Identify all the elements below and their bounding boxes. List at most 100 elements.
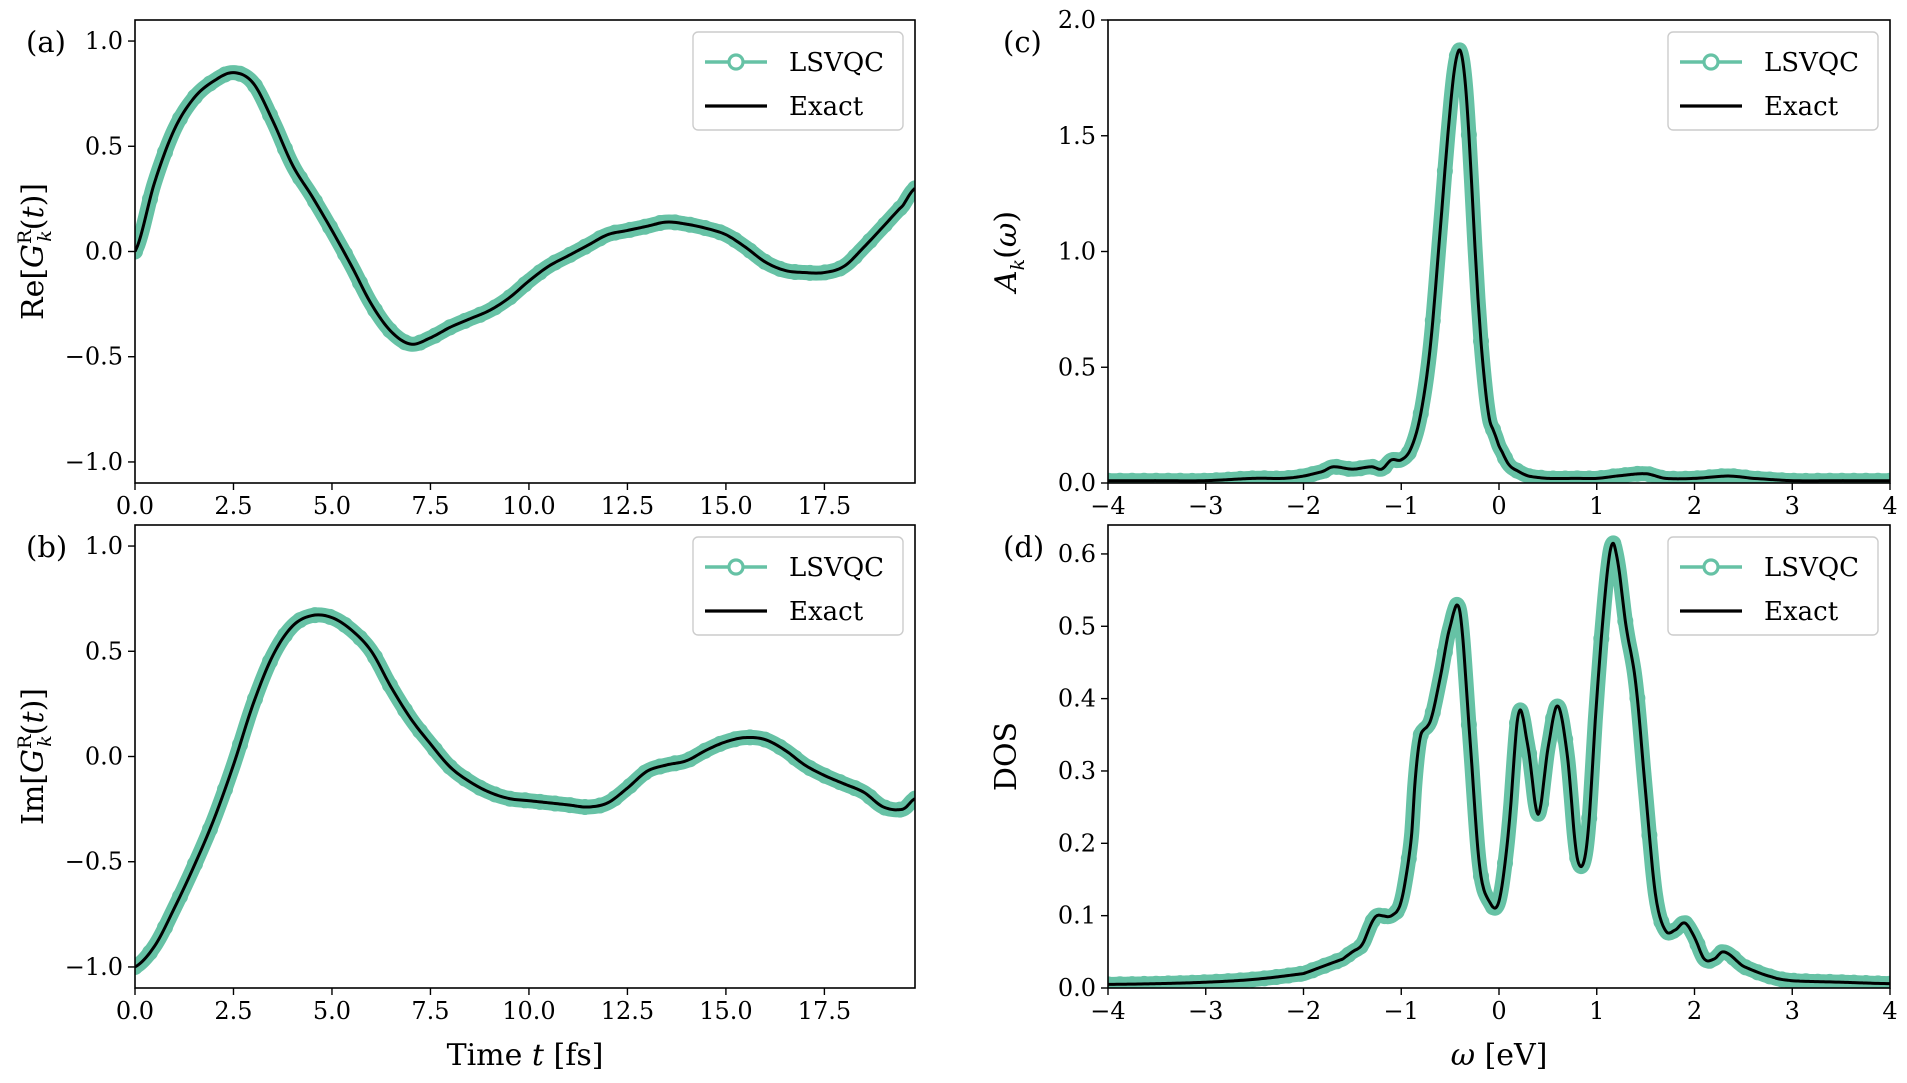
panel-a-ytick-label: 1.0 — [85, 27, 123, 55]
panel-d-ytick-label: 0.2 — [1058, 829, 1096, 857]
panel-b-legend: LSVQC Exact — [692, 536, 904, 636]
panel-b-lsvqc-marker — [142, 944, 158, 961]
panel-b-lsvqc-marker — [832, 774, 848, 791]
panel-a-lsvqc-marker — [202, 75, 218, 92]
panel-b-lsvqc-marker — [457, 770, 473, 787]
panel-b-plot-area — [135, 607, 915, 975]
panel-a-xtick-label: 10.0 — [502, 492, 555, 520]
panel-a-lsvqc-marker — [157, 144, 173, 161]
panel-b-tag: (b) — [26, 530, 67, 564]
panel-b-lsvqc-marker — [682, 751, 698, 768]
panel-b-lsvqc-marker — [862, 788, 878, 805]
panel-a-ylabel: Re[GRk(t)] — [14, 183, 56, 320]
panel-d-tag: (d) — [1003, 530, 1044, 564]
panel-c-ytick-label: 2.0 — [1058, 6, 1096, 34]
panel-b-lsvqc-marker — [202, 821, 218, 838]
panel-a-ytick-label: 0.0 — [85, 238, 123, 266]
panel-b-xtick-label: 12.5 — [601, 997, 654, 1025]
panel-b-series-lsvqc — [135, 607, 915, 975]
panel-b-lsvqc-marker — [802, 760, 818, 777]
panel-d-xtick-label: 3 — [1785, 997, 1800, 1025]
panel-a-ytick-label: −1.0 — [65, 448, 123, 476]
panel-c-lsvqc-marker — [1400, 444, 1417, 461]
panel-b-lsvqc-marker — [232, 736, 248, 753]
panel-a-lsvqc-marker — [892, 200, 908, 217]
panel-b-ylabel: Im[GRk(t)] — [14, 688, 56, 825]
panel-b-lsvqc-marker — [352, 629, 368, 646]
panel-b-lsvqc-marker — [247, 690, 263, 707]
panel-b-lsvqc-marker — [135, 959, 143, 975]
panel-a-lsvqc-marker — [142, 191, 158, 207]
panel-c-xtick-label: 4 — [1882, 492, 1897, 520]
panel-a-lsvqc-marker — [517, 276, 533, 293]
panel-b-lsvqc-marker — [472, 779, 488, 796]
panel-b-xlabel: Time t [fs] — [447, 1038, 604, 1073]
panel-a-lsvqc-marker — [217, 66, 233, 83]
panel-a-lsvqc-marker — [187, 88, 203, 105]
panel-c-xtick-label: 1 — [1589, 492, 1604, 520]
panel-b-xtick-label: 15.0 — [699, 997, 752, 1025]
panel-b-lsvqc-marker — [277, 627, 293, 644]
legend-lsvqc-marker — [727, 558, 745, 576]
legend-lsvqc-label: LSVQC — [789, 48, 884, 78]
panel-b-lsvqc-marker — [217, 781, 233, 798]
panel-a-xtick-label: 17.5 — [798, 492, 851, 520]
panel-a-lsvqc-marker — [502, 289, 518, 306]
legend-lsvqc-marker — [1702, 558, 1720, 576]
panel-a-series-exact — [135, 71, 915, 346]
panel-b-ytick-label: −1.0 — [65, 953, 123, 981]
panel-a-lsvqc-marker — [907, 180, 915, 197]
panel-c-ytick-label: 1.0 — [1058, 238, 1096, 266]
panel-d-lsvqc-marker — [1424, 704, 1441, 721]
panel-d-ytick-label: 0.6 — [1058, 540, 1096, 568]
panel-d-xtick-label: 4 — [1882, 997, 1897, 1025]
panel-b-lsvqc-marker — [157, 919, 173, 936]
panel-a-lsvqc-marker — [352, 274, 368, 291]
panel-b-lsvqc-marker — [322, 608, 338, 625]
panel-a-lsvqc-marker — [457, 312, 473, 329]
panel-a-lsvqc-marker — [487, 299, 503, 316]
panel-a-lsvqc-marker — [832, 260, 848, 277]
legend-exact-label: Exact — [789, 92, 864, 122]
panel-a-lsvqc-marker — [172, 110, 188, 127]
panel-a-legend: LSVQC Exact — [692, 31, 904, 131]
panel-b-lsvqc-marker — [397, 702, 413, 718]
panel-c-legend: LSVQC Exact — [1667, 31, 1879, 131]
panel-b-lsvqc-marker — [262, 653, 278, 670]
panel-d-lsvqc-marker — [1701, 952, 1718, 969]
panel-d-series-exact — [1108, 541, 1890, 986]
panel-a-lsvqc-marker — [592, 230, 608, 247]
panel-a-lsvqc-marker — [322, 219, 338, 235]
panel-a-xtick-label: 7.5 — [411, 492, 449, 520]
panel-a-lsvqc-marker — [367, 302, 383, 318]
legend-exact-label: Exact — [1764, 92, 1839, 122]
panel-d-lsvqc-marker — [1653, 913, 1670, 930]
legend-lsvqc-marker — [727, 53, 745, 71]
panel-a-lsvqc-marker — [757, 253, 773, 270]
panel-d-ylabel: DOS — [989, 722, 1024, 791]
panel-c-lsvqc-marker — [1485, 421, 1501, 438]
panel-a-lsvqc-marker — [412, 334, 428, 351]
panel-c-ytick-label: 1.5 — [1058, 122, 1096, 150]
panel-a-tag: (a) — [26, 25, 66, 59]
panel-a-lsvqc-marker — [712, 224, 728, 241]
panel-b-series-exact — [135, 613, 915, 969]
panel-b-lsvqc-marker — [187, 855, 203, 872]
panel-a-xtick-label: 15.0 — [699, 492, 752, 520]
panel-a-xtick-label: 5.0 — [313, 492, 351, 520]
panel-a-lsvqc-marker — [562, 246, 578, 263]
panel-b-lsvqc-marker — [337, 616, 353, 633]
panel-a-ytick-label: −0.5 — [65, 343, 123, 371]
panel-a-lsvqc-marker — [247, 77, 263, 94]
panel-d-ytick-label: 0.1 — [1058, 902, 1096, 930]
panel-d-ytick-label: 0.4 — [1058, 685, 1096, 713]
panel-b: 0.0 2.5 5.0 7.5 10.0 12.5 15.0 17.5 1.0 0.5 0.0 −0.… — [14, 524, 916, 1073]
legend-lsvqc-marker — [1702, 53, 1720, 71]
panel-a-ytick-label: 0.5 — [85, 132, 123, 160]
panel-b-xtick-label: 5.0 — [313, 997, 351, 1025]
panel-b-ytick-label: 0.5 — [85, 637, 123, 665]
panel-c-xtick-label: 0 — [1491, 492, 1506, 520]
panel-d-lsvqc-marker — [1485, 899, 1501, 916]
panel-a-lsvqc-marker — [337, 245, 353, 262]
panel-b-xtick-label: 7.5 — [411, 997, 449, 1025]
